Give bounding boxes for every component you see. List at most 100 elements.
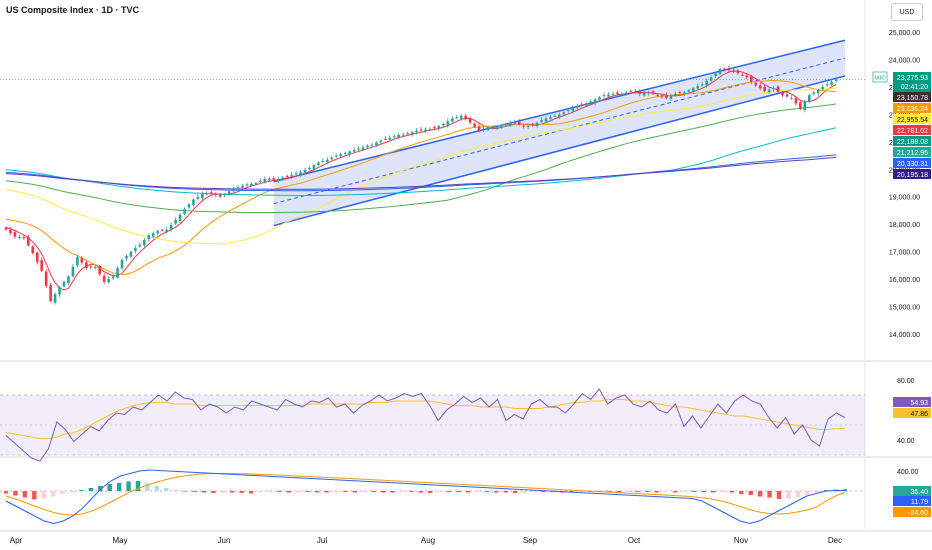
candle[interactable] — [299, 172, 302, 176]
candle[interactable] — [446, 121, 450, 126]
candle[interactable] — [209, 192, 213, 194]
candle[interactable] — [513, 122, 517, 124]
candle[interactable] — [192, 199, 195, 205]
candle[interactable] — [625, 92, 628, 94]
candle[interactable] — [504, 123, 508, 125]
candle[interactable] — [107, 279, 110, 283]
candle[interactable] — [326, 159, 329, 163]
candle[interactable] — [665, 95, 668, 98]
candle[interactable] — [218, 194, 222, 197]
candle[interactable] — [745, 75, 749, 78]
candle[interactable] — [517, 121, 521, 125]
candle[interactable] — [691, 88, 695, 92]
candle[interactable] — [129, 251, 133, 257]
candle[interactable] — [705, 80, 708, 86]
candle[interactable] — [549, 117, 552, 119]
candle[interactable] — [540, 119, 543, 122]
candle[interactable] — [428, 128, 432, 130]
candle[interactable] — [575, 106, 579, 108]
candle[interactable] — [584, 103, 588, 106]
candle[interactable] — [250, 183, 253, 187]
candle[interactable] — [767, 89, 771, 93]
candle[interactable] — [76, 257, 79, 266]
candle[interactable] — [388, 137, 392, 140]
candle[interactable] — [553, 115, 557, 117]
candle[interactable] — [450, 118, 454, 122]
candle[interactable] — [821, 86, 824, 90]
candle[interactable] — [245, 184, 249, 186]
candle[interactable] — [370, 144, 374, 146]
candle[interactable] — [303, 169, 307, 173]
candle[interactable] — [526, 126, 530, 128]
candle[interactable] — [437, 126, 441, 129]
candle[interactable] — [80, 258, 84, 263]
candle[interactable] — [616, 92, 619, 94]
candle[interactable] — [116, 268, 119, 278]
candle[interactable] — [44, 271, 48, 286]
candle[interactable] — [714, 73, 717, 76]
candle[interactable] — [598, 97, 601, 100]
candle[interactable] — [205, 193, 209, 195]
candle[interactable] — [633, 91, 637, 93]
candle[interactable] — [276, 178, 280, 182]
candle[interactable] — [111, 276, 115, 279]
candle[interactable] — [165, 229, 168, 232]
candle[interactable] — [580, 104, 583, 106]
candle[interactable] — [35, 252, 39, 262]
candle[interactable] — [89, 266, 93, 268]
candle[interactable] — [174, 220, 177, 224]
candle[interactable] — [419, 129, 423, 131]
candle[interactable] — [678, 92, 682, 94]
candle[interactable] — [723, 68, 726, 70]
candle[interactable] — [424, 129, 427, 132]
candle[interactable] — [187, 204, 191, 208]
candle[interactable] — [232, 189, 235, 191]
candle[interactable] — [754, 82, 758, 86]
candle[interactable] — [589, 101, 592, 103]
candle[interactable] — [459, 115, 463, 119]
candle[interactable] — [732, 71, 735, 73]
candle[interactable] — [410, 132, 414, 135]
candle[interactable] — [816, 89, 820, 94]
candle[interactable] — [147, 235, 151, 240]
candle[interactable] — [357, 148, 360, 150]
candle[interactable] — [486, 128, 490, 131]
candle[interactable] — [397, 134, 401, 138]
candle[interactable] — [522, 125, 525, 127]
candle[interactable] — [290, 174, 293, 177]
candle[interactable] — [567, 110, 570, 112]
candle[interactable] — [727, 68, 731, 71]
candle[interactable] — [272, 178, 276, 181]
candle[interactable] — [406, 133, 409, 135]
candle[interactable] — [656, 95, 659, 97]
candle[interactable] — [834, 79, 838, 82]
candle[interactable] — [183, 209, 186, 215]
candle[interactable] — [9, 230, 12, 234]
candle[interactable] — [379, 140, 383, 143]
currency-button[interactable]: USD — [891, 3, 923, 21]
candle[interactable] — [803, 102, 807, 111]
candle[interactable] — [294, 173, 298, 175]
candle[interactable] — [317, 162, 320, 166]
candle[interactable] — [348, 151, 351, 155]
candle[interactable] — [620, 93, 624, 95]
candle[interactable] — [687, 90, 691, 92]
candle[interactable] — [361, 147, 365, 150]
candle[interactable] — [758, 85, 762, 89]
candle[interactable] — [67, 276, 70, 284]
candle[interactable] — [58, 287, 61, 295]
candle[interactable] — [558, 114, 561, 118]
candle[interactable] — [227, 191, 231, 195]
candle[interactable] — [384, 138, 387, 140]
candle[interactable] — [196, 196, 200, 199]
candle[interactable] — [98, 266, 102, 275]
candle[interactable] — [794, 98, 798, 104]
candle[interactable] — [611, 93, 615, 95]
candle[interactable] — [741, 74, 744, 76]
candle[interactable] — [120, 259, 124, 269]
candle[interactable] — [696, 86, 700, 89]
candle[interactable] — [531, 124, 534, 126]
candle[interactable] — [638, 91, 642, 94]
candle[interactable] — [343, 152, 347, 154]
